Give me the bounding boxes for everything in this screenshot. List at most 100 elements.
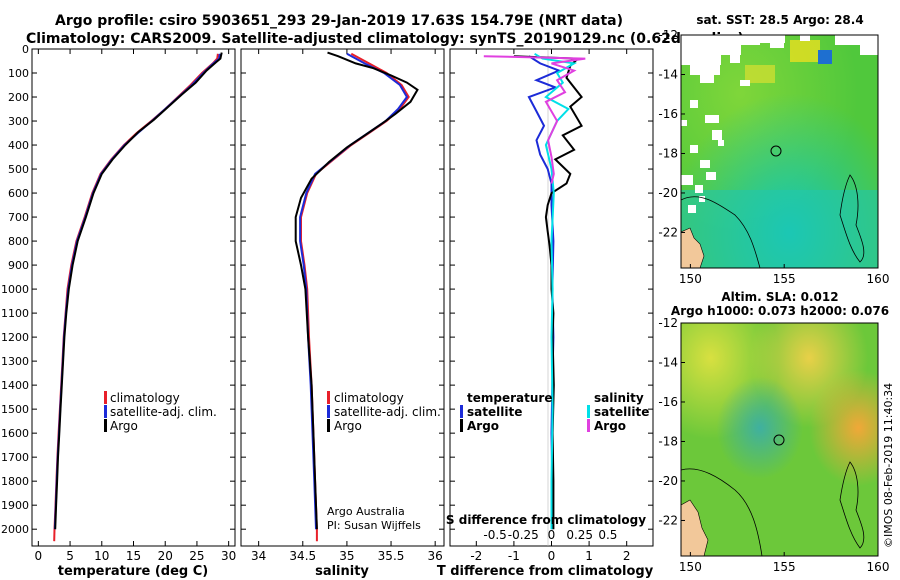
depth-tick-label: 1100 <box>1 307 29 320</box>
coastline <box>681 499 709 556</box>
sla-map-panel: Altim. SLA: 0.012 Argo h1000: 0.073 h200… <box>658 290 889 574</box>
series-line-climatology <box>53 53 219 542</box>
salinity-legend: climatology satellite-adj. clim. Argo <box>327 391 441 433</box>
depth-tick-label: 1200 <box>1 331 29 344</box>
legend-swatch-t-argo <box>460 419 463 432</box>
difference-legend-salinity: salinity satellite Argo <box>587 391 649 433</box>
lon-tick-label: 155 <box>773 560 796 574</box>
cloud-cell <box>690 145 698 153</box>
sst-map-ticks: 150 155 160 -12 -14 -16 -18 -20 -22 <box>658 28 889 286</box>
depth-tick-label: 400 <box>8 139 29 152</box>
legend-title-temperature: temperature <box>467 391 552 405</box>
cloud-cell <box>690 100 698 108</box>
s-difference-axis-ticks: -0.5 -0.25 0 0.25 0.5 <box>483 528 617 542</box>
sst-map-panel: sat. SST: 28.5 Argo: 28.4 150 155 160 -12 -1… <box>658 13 889 286</box>
s-diff-tick-label: 0.5 <box>598 528 617 542</box>
x-tick-label: 15 <box>126 549 141 563</box>
lon-tick-label: 150 <box>679 272 702 286</box>
s-diff-tick-label: 0 <box>548 528 556 542</box>
lat-tick-label: -14 <box>658 355 678 369</box>
argo-float-marker <box>770 145 782 157</box>
cloud-cell <box>681 175 693 185</box>
cloud-cell <box>700 75 714 83</box>
legend-label-s-argo: Argo <box>594 419 626 433</box>
x-tick-label: 34.5 <box>289 549 316 563</box>
depth-tick-label: 1600 <box>1 427 29 440</box>
sla-map-title: Altim. SLA: 0.012 <box>721 290 838 304</box>
x-tick-label: -1 <box>508 549 520 563</box>
lat-tick-label: -16 <box>658 395 678 409</box>
cloud-cell <box>770 40 784 48</box>
x-tick-label: 25 <box>189 549 204 563</box>
legend-swatch-t-satellite <box>460 405 463 418</box>
figure-title-line1: Argo profile: csiro 5903651_293 29-Jan-2… <box>55 13 623 29</box>
depth-tick-label: 2000 <box>1 523 29 536</box>
difference-panel: -2 -1 0 1 2 -0.5 -0.25 0 0.25 0.5 T difference f… <box>437 48 654 579</box>
lon-tick-label: 155 <box>773 272 796 286</box>
cloud-cell <box>695 185 703 193</box>
cloud-cell <box>700 160 710 168</box>
legend-swatch-argo <box>104 419 107 432</box>
x-tick-label: 2 <box>623 549 631 563</box>
reef-contour <box>839 461 865 549</box>
coastline <box>681 227 705 268</box>
depth-tick-label: 900 <box>8 259 29 272</box>
depth-tick-label: 1700 <box>1 451 29 464</box>
s-difference-xlabel: S difference from climatology <box>446 513 646 527</box>
temperature-plot-frame <box>31 48 236 547</box>
cloud-cell <box>699 196 705 202</box>
legend-label-argo: Argo <box>334 419 362 433</box>
x-tick-label: 34 <box>251 549 266 563</box>
sla-map-subtitle: Argo h1000: 0.073 h2000: 0.076 <box>671 304 889 318</box>
legend-swatch-satellite <box>327 405 330 418</box>
legend-label-climatology: climatology <box>110 391 180 405</box>
x-tick-label: -2 <box>470 549 482 563</box>
series-line-satellite-adj-clim- <box>53 53 221 530</box>
sla-map-frame <box>680 322 879 557</box>
x-tick-label: 35 <box>339 549 354 563</box>
cloud-cell <box>860 45 878 55</box>
legend-label-s-satellite: satellite <box>594 405 649 419</box>
depth-tick-label: 800 <box>8 235 29 248</box>
sst-map-field <box>681 35 878 268</box>
depth-tick-label: 200 <box>8 91 29 104</box>
series-line-s-satellite <box>534 52 578 530</box>
lat-tick-label: -16 <box>658 107 678 121</box>
cloud-cell <box>681 55 721 65</box>
cloud-cell <box>706 172 716 180</box>
lat-tick-label: -14 <box>658 67 678 81</box>
t-difference-axis-ticks: -2 -1 0 1 2 <box>470 49 631 563</box>
depth-tick-label: 1900 <box>1 499 29 512</box>
argo-float-marker <box>773 434 785 446</box>
reef-contour <box>839 174 865 263</box>
depth-tick-label: 100 <box>8 67 29 80</box>
cloud-cell <box>712 130 722 140</box>
difference-depth-ticks <box>450 48 653 530</box>
series-line-satellite-adj-clim- <box>299 52 409 530</box>
temperature-legend: climatology satellite-adj. clim. Argo <box>104 391 217 433</box>
lat-tick-label: -22 <box>658 225 678 239</box>
x-tick-label: 10 <box>94 549 109 563</box>
lat-tick-label: -20 <box>658 186 678 200</box>
argo-credit-line2: PI: Susan Wijffels <box>327 519 421 532</box>
s-diff-tick-label: -0.5 <box>483 528 506 542</box>
sla-map-ticks: 150 155 160 -12 -14 -16 -18 -20 -22 <box>658 316 889 574</box>
depth-tick-label: 1800 <box>1 475 29 488</box>
depth-tick-label: 1000 <box>1 283 29 296</box>
x-tick-label: 0 <box>548 549 556 563</box>
legend-label-climatology: climatology <box>334 391 404 405</box>
x-tick-label: 0 <box>35 549 43 563</box>
x-tick-label: 36 <box>428 549 443 563</box>
x-tick-label: 35.5 <box>378 549 405 563</box>
reef-contour <box>681 468 763 556</box>
cloud-cell <box>705 115 719 123</box>
series-line-t-argo <box>513 55 584 530</box>
cloud-cell <box>740 80 750 86</box>
legend-swatch-climatology <box>327 391 330 404</box>
sst-cloud-mask <box>681 35 878 213</box>
legend-label-argo: Argo <box>110 419 138 433</box>
s-diff-tick-label: 0.25 <box>566 528 593 542</box>
depth-axis-ticks: 0 100 200 300 400 500 600 700 800 900 1000 1100 1200… <box>1 43 235 536</box>
x-tick-label: 30 <box>221 549 236 563</box>
